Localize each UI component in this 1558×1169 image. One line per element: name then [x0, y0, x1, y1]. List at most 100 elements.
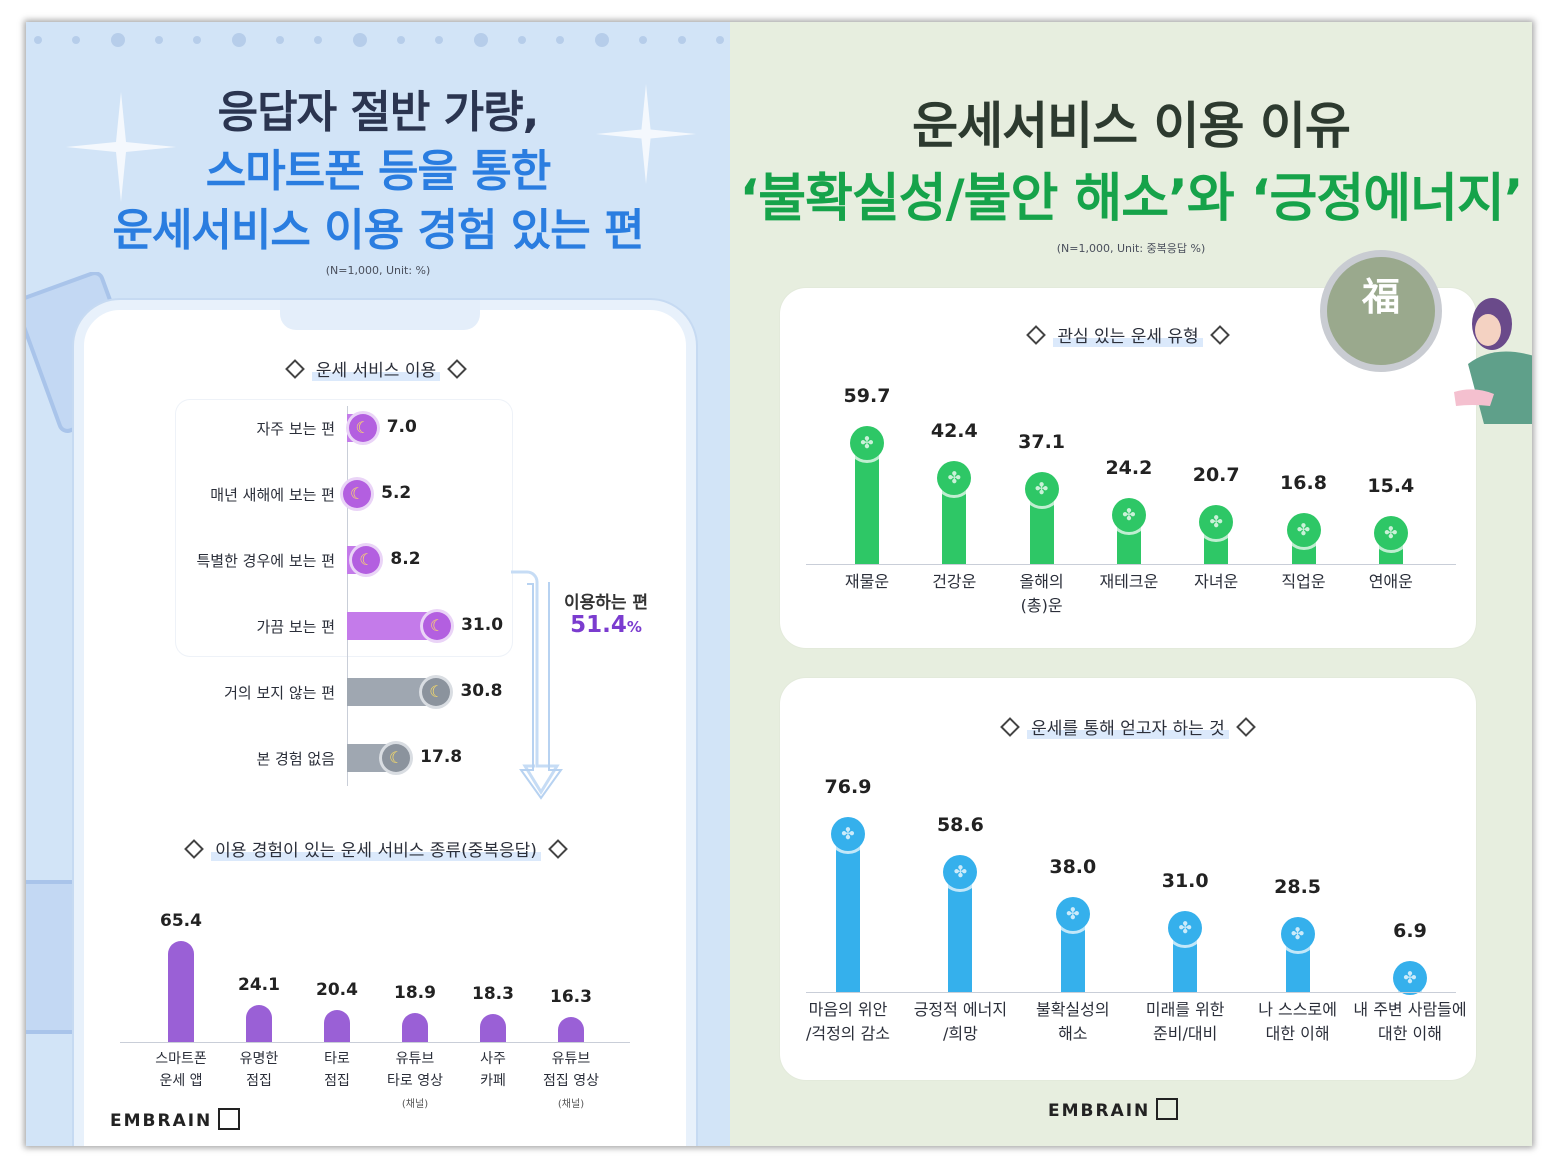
fortune-purpose-value-label: 6.9: [1393, 919, 1427, 942]
sparkle-icon: [66, 92, 176, 202]
usage-category-label: 본 경험 없음: [256, 750, 335, 768]
clover-icon: ✤: [947, 467, 961, 487]
right-panel: 운세서비스 이용 이유 ‘불확실성/불안 해소’와 ‘긍정에너지’ (N=1,0…: [730, 22, 1532, 1146]
usage-category-label: 특별한 경우에 보는 편: [196, 552, 335, 570]
moon-icon: ☾: [422, 678, 451, 706]
usage-value-label: 31.0: [461, 615, 504, 635]
clover-icon: ✤: [841, 824, 855, 844]
clover-icon: ✤: [953, 861, 968, 881]
fortune-purpose-bar-head: [1280, 916, 1315, 951]
fortune-purpose-bar-head: [1168, 911, 1203, 946]
fortune-purpose-category-label: 나 스스로에 대한 이해: [1258, 1000, 1337, 1043]
service-type-bar: [324, 1010, 350, 1042]
service-type-value-label: 18.9: [394, 982, 436, 1003]
moon-star-icon: ☾: [348, 414, 377, 442]
fortune-purpose-bar-head: [1055, 897, 1090, 932]
usage-axis: [347, 406, 348, 786]
fortune-type-value-label: 59.7: [843, 384, 891, 407]
fortune-type-bar-head: [1111, 497, 1146, 532]
fortune-type-bar-head: [1286, 512, 1321, 547]
service-type-category-label: 유명한 점집: [239, 1051, 279, 1089]
fortune-type-bar-head: [1199, 504, 1234, 539]
moon-star-icon: ☾: [352, 546, 381, 574]
infographic-frame: 응답자 절반 가량, 스마트폰 등을 통한 운세서비스 이용 경험 있는 편 (…: [26, 22, 1532, 1146]
clover-icon: ✤: [1403, 967, 1417, 987]
fortune-purpose-value-label: 28.5: [1274, 875, 1322, 898]
embrain-logo-right: EMBRAIN: [1048, 1098, 1179, 1122]
fortune-type-category-label: 연애운: [1368, 572, 1413, 591]
phone-notch: [280, 300, 480, 330]
service-type-value-label: 20.4: [316, 980, 358, 1001]
service-type-category-label: 타로 점집: [324, 1051, 350, 1089]
fortune-purpose-value-label: 58.6: [936, 813, 984, 836]
clover-icon: ✤: [1209, 511, 1223, 531]
service-type-category-label: 스마트폰 운세 앱: [155, 1051, 207, 1089]
fortune-type-value-label: 42.4: [930, 419, 978, 442]
right-title-line1: 운세서비스 이용 이유: [912, 97, 1351, 155]
fortune-type-category-label: 건강운: [932, 572, 977, 591]
fortune-purpose-category-label: 긍정적 에너지/희망: [913, 1000, 1008, 1043]
fortune-purpose-bar-head: [1393, 960, 1427, 995]
service-type-category-label: 사주 카페: [480, 1051, 506, 1089]
decorative-dots: [34, 30, 724, 50]
using-group-label: 이용하는 편: [563, 593, 649, 613]
fortune-type-value-label: 24.2: [1105, 456, 1153, 479]
fortune-purpose-category-label: 내 주변 사람들에 대한 이해: [1353, 1000, 1467, 1043]
left-note: (N=1,000, Unit: %): [325, 264, 431, 277]
fortune-purpose-category-label: 미래를 위한 준비/대비: [1145, 1000, 1225, 1043]
usage-category-label: 가끔 보는 편: [256, 618, 335, 636]
service-type-value-label: 24.1: [238, 974, 280, 995]
fortune-purpose-baseline: [806, 992, 1456, 993]
fortune-type-category-label: 자녀운: [1194, 572, 1239, 591]
magnifier-icon: [1320, 250, 1442, 372]
left-title-line2: 스마트폰 등을 통한: [205, 146, 551, 197]
clover-icon: ✤: [1122, 504, 1136, 524]
usage-category-label: 거의 보지 않는 편: [224, 684, 335, 702]
fortune-purpose-category-label: 마음의 위안/걱정의 감소: [805, 1000, 891, 1043]
service-type-bar: [480, 1013, 506, 1042]
usage-value-label: 17.8: [420, 747, 463, 767]
service-types-baseline: [120, 1042, 630, 1043]
fortune-type-value-label: 20.7: [1192, 463, 1240, 486]
clover-icon: ✤: [1066, 904, 1080, 924]
left-title-line3: 운세서비스 이용 경험 있는 편: [112, 205, 644, 256]
fortune-type-category-label: 올해의 (총)운: [1019, 572, 1064, 615]
fortune-type-value-label: 15.4: [1367, 474, 1415, 497]
fortune-purpose-card: [780, 678, 1476, 1080]
usage-category-label: 자주 보는 편: [256, 420, 335, 438]
fortune-type-value-label: 16.8: [1280, 471, 1327, 494]
fortune-type-bar-head: [937, 460, 972, 495]
service-type-value-label: 18.3: [472, 983, 514, 1004]
group-arrow: [511, 570, 563, 800]
fortune-type-category-label: 재물운: [844, 572, 890, 591]
section-service-types-title: 이용 경험이 있는 운세 서비스 종류(중복응답): [86, 836, 666, 861]
fortune-type-bar-head: [1024, 471, 1059, 506]
left-panel: 응답자 절반 가량, 스마트폰 등을 통한 운세서비스 이용 경험 있는 편 (…: [26, 22, 730, 1146]
usage-highlight-box: [176, 400, 512, 656]
service-type-category-label: 유튜브 점집 영상 (채널): [543, 1051, 599, 1110]
clover-icon: ✤: [1034, 478, 1049, 498]
service-type-bar: [168, 940, 194, 1042]
usage-value-label: 7.0: [386, 417, 417, 437]
fortune-purpose-category-label: 불확실성의 해소: [1035, 1000, 1110, 1043]
usage-category-label: 매년 새해에 보는 편: [210, 486, 335, 504]
sparkle-icon: [596, 84, 696, 184]
service-type-bar: [402, 1012, 428, 1042]
moon-icon: ☾: [382, 744, 411, 772]
fortune-type-bar: [855, 442, 879, 564]
clover-icon: ✤: [1384, 522, 1398, 542]
clover-icon: ✤: [1290, 923, 1305, 943]
fortune-purpose-value-label: 38.0: [1049, 856, 1097, 879]
clover-icon: ✤: [860, 432, 874, 452]
right-title-line2: ‘불확실성/불안 해소’와 ‘긍정에너지’: [739, 169, 1524, 229]
fortune-type-category-label: 재테크운: [1099, 572, 1159, 591]
right-note: (N=1,000, Unit: 중복응답 %): [1056, 242, 1206, 255]
fortune-purpose-bar: [948, 871, 973, 992]
clover-icon: ✤: [1178, 918, 1192, 938]
fortune-type-value-label: 37.1: [1018, 430, 1066, 453]
service-type-bar: [558, 1016, 584, 1042]
person-illustration: [1454, 298, 1532, 424]
service-type-value-label: 65.4: [160, 910, 202, 931]
fortune-purpose-bar-head: [943, 854, 978, 889]
section-usage-title: 운세 서비스 이용: [126, 356, 626, 381]
